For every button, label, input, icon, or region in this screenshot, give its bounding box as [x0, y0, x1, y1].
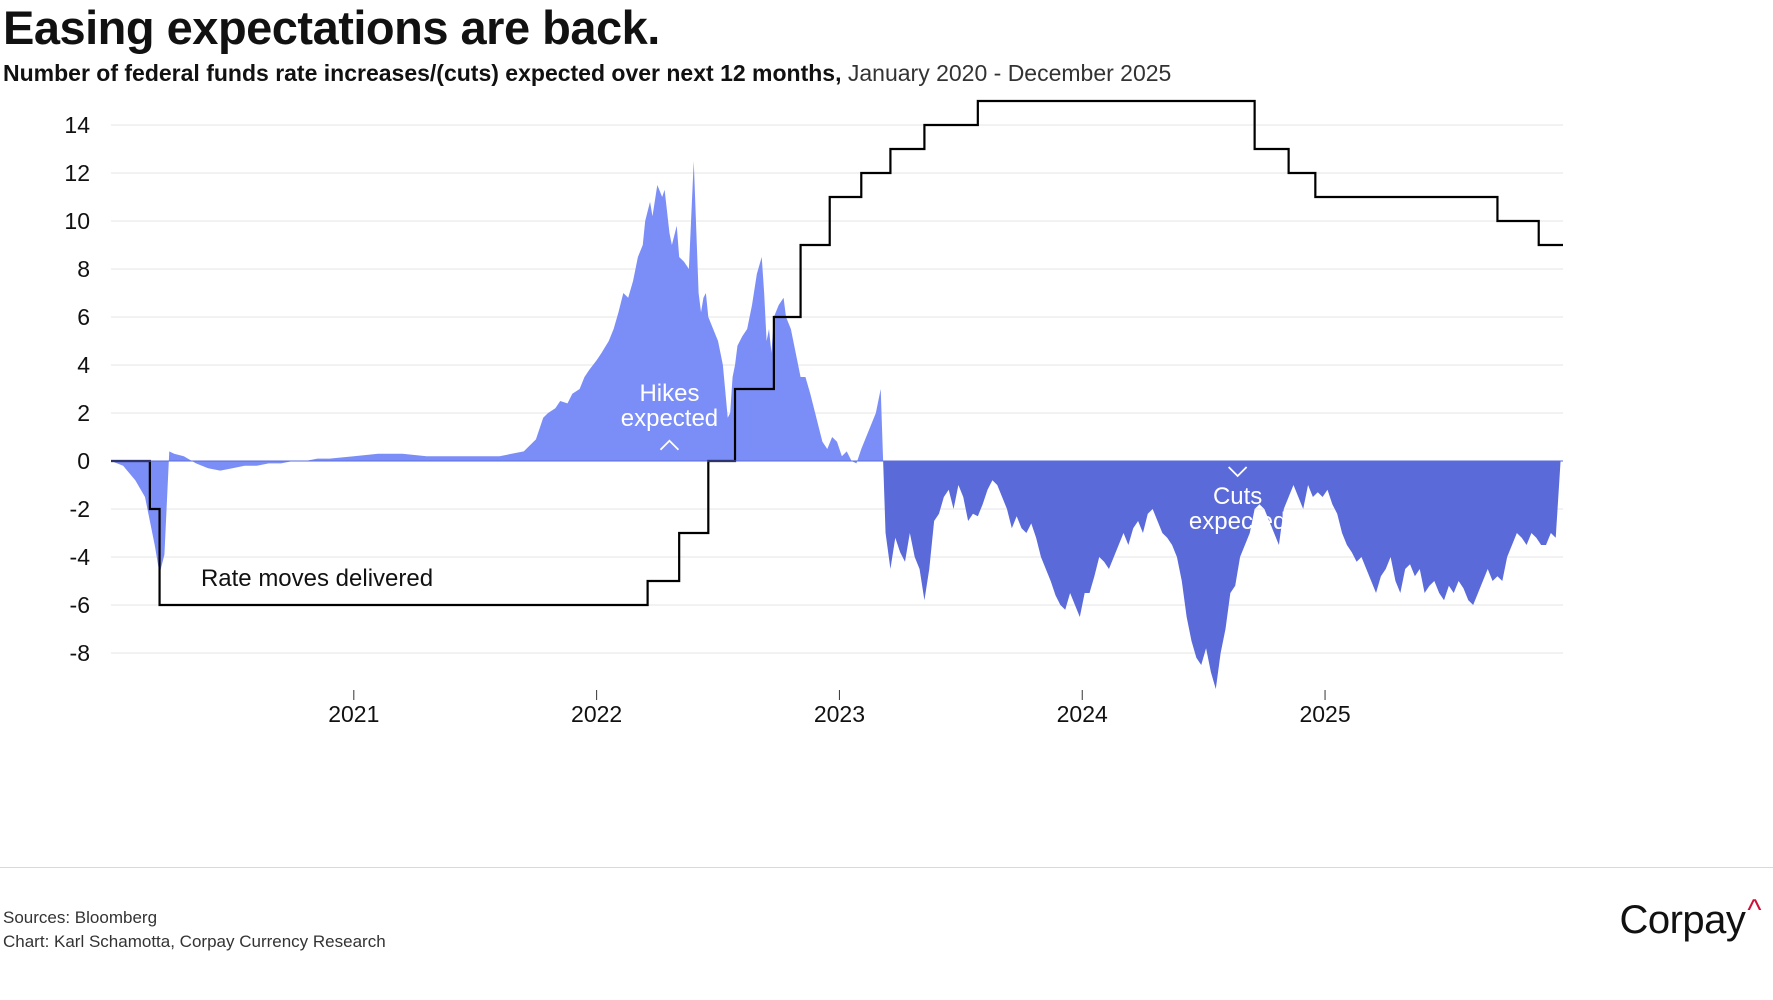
x-tick-label: 2022 [571, 701, 622, 727]
x-tick-label: 2024 [1057, 701, 1108, 727]
subtitle-bold: Number of federal funds rate increases/(… [3, 60, 842, 86]
y-tick-label: -8 [70, 640, 90, 666]
logo-text: Corpay [1619, 898, 1746, 942]
area-series [111, 161, 1563, 689]
tick-labels: 14 12 10 8 6 4 2 0 -2 -4 -6 -8 2021 2022 2023 2024 2025 [64, 112, 1350, 727]
rate-moves-annotation: Rate moves delivered [201, 565, 433, 592]
chart-title: Easing expectations are back. [3, 1, 660, 54]
rate-moves-line [111, 99, 1563, 607]
cuts-annotation-line2: expected [1189, 508, 1286, 535]
footer-sources: Sources: Bloomberg Chart: Karl Schamotta… [3, 906, 386, 954]
y-tick-label: 14 [64, 112, 90, 138]
y-tick-label: 8 [77, 256, 90, 282]
cuts-down-arrow-icon [1227, 466, 1248, 478]
y-tick-label: -6 [70, 592, 90, 618]
sources-text: Sources: Bloomberg [3, 908, 158, 927]
y-tick-label: -4 [70, 544, 91, 570]
hikes-annotation-line1: Hikes [639, 380, 699, 407]
chart-subtitle: Number of federal funds rate increases/(… [3, 58, 1171, 88]
credit-text: Chart: Karl Schamotta, Corpay Currency R… [3, 932, 386, 951]
subtitle-date-range: January 2020 - December 2025 [841, 60, 1172, 86]
line-series [111, 99, 1563, 607]
hikes-annotation-line2: expected [621, 405, 718, 432]
y-tick-label: 10 [64, 208, 90, 234]
y-tick-label: -2 [70, 496, 90, 522]
y-tick-label: 0 [77, 448, 90, 474]
x-tick-label: 2021 [328, 701, 379, 727]
logo-caret-icon: ^ [1747, 894, 1761, 927]
x-tick-label: 2023 [814, 701, 865, 727]
area-cuts [883, 461, 1563, 689]
area-hikes [111, 161, 884, 574]
corpay-logo: Corpay^ [1619, 894, 1761, 943]
y-tick-label: 4 [77, 352, 90, 378]
annotations: Hikes expected Cuts expected Rate moves … [201, 380, 1286, 592]
y-tick-label: 2 [77, 400, 90, 426]
x-tick-label: 2025 [1299, 701, 1350, 727]
footer-divider [0, 867, 1773, 868]
hikes-up-arrow-icon [659, 439, 680, 451]
y-tick-label: 6 [77, 304, 90, 330]
y-tick-label: 12 [64, 160, 90, 186]
cuts-annotation-line1: Cuts [1213, 483, 1262, 510]
